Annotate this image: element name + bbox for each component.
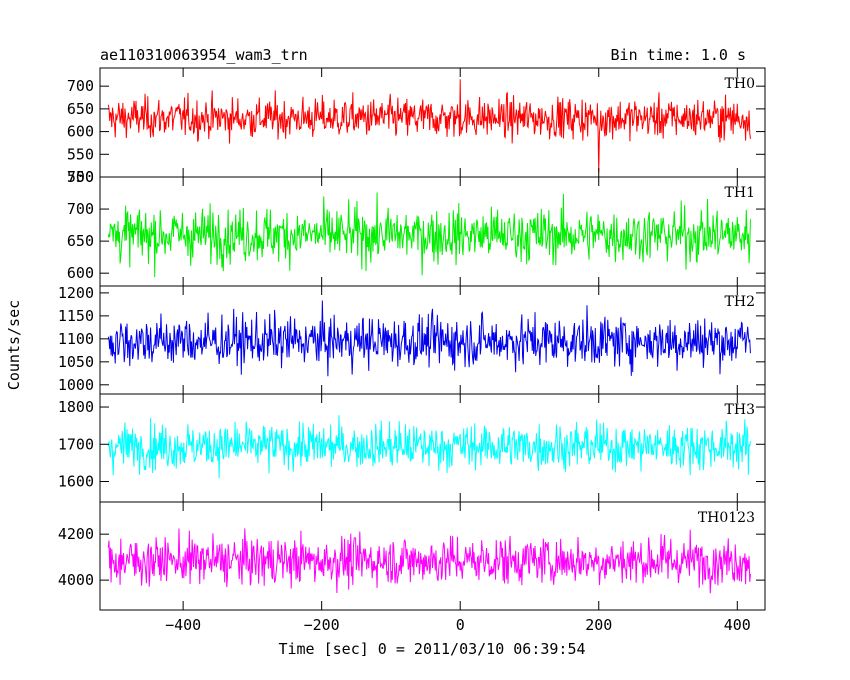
series-th1 (107, 192, 751, 278)
series-th0123 (107, 528, 751, 594)
y-tick-label: 500 (67, 168, 94, 186)
y-tick-label: 700 (67, 200, 94, 218)
panel-label: TH1 (725, 185, 755, 201)
y-tick-label: 650 (67, 100, 94, 118)
panel-th1: 600 650 700 750 TH1 (67, 168, 766, 287)
y-tick-label: 1000 (58, 376, 94, 394)
x-tick-label: −400 (165, 616, 201, 634)
y-tick-label: 1800 (58, 398, 94, 416)
x-axis-label: Time [sec] 0 = 2011/03/10 06:39:54 (278, 640, 585, 658)
x-axis: −400 −200 0 200 400 (165, 616, 751, 634)
y-tick-label: 650 (67, 232, 94, 250)
y-tick-label: 1700 (58, 435, 94, 453)
series-th2 (107, 300, 751, 377)
series-th3 (107, 415, 751, 479)
x-tick-label: 400 (724, 616, 751, 634)
panel-th0123: 4000 4200 TH0123 (58, 501, 766, 611)
panel-th2: 1000 1050 1100 1150 1200 TH2 (58, 284, 766, 395)
bin-time-label: Bin time: 1.0 s (611, 46, 746, 64)
y-tick-label: 1150 (58, 307, 94, 325)
y-tick-label: 4000 (58, 571, 94, 589)
panel-th3: 1600 1700 1800 TH3 (58, 393, 766, 503)
y-tick-label: 1050 (58, 353, 94, 371)
y-tick-label: 750 (67, 168, 94, 186)
series-th0 (107, 79, 751, 173)
y-tick-label: 1600 (58, 473, 94, 491)
y-tick-label: 1100 (58, 330, 94, 348)
x-tick-label: 200 (585, 616, 612, 634)
y-tick-label: 600 (67, 264, 94, 282)
y-tick-label: 550 (67, 145, 94, 163)
y-tick-label: 1200 (58, 284, 94, 302)
panel-frame (99, 501, 766, 611)
y-tick-label: 4200 (58, 525, 94, 543)
y-tick-label: 600 (67, 123, 94, 141)
panels: 500 550 600 650 700 TH0 600 650 700 750 TH1 1000 105… (58, 67, 766, 611)
y-axis-label: Counts/sec (5, 300, 23, 390)
panel-label: TH0123 (698, 510, 755, 526)
panel-label: TH0 (725, 76, 755, 92)
panel-label: TH3 (725, 402, 755, 418)
panel-th0: 500 550 600 650 700 TH0 (67, 67, 766, 186)
x-tick-label: 0 (456, 616, 465, 634)
x-tick-label: −200 (304, 616, 340, 634)
chart-title: ae110310063954_wam3_trn (100, 46, 308, 64)
panel-label: TH2 (725, 294, 755, 310)
y-tick-label: 700 (67, 77, 94, 95)
